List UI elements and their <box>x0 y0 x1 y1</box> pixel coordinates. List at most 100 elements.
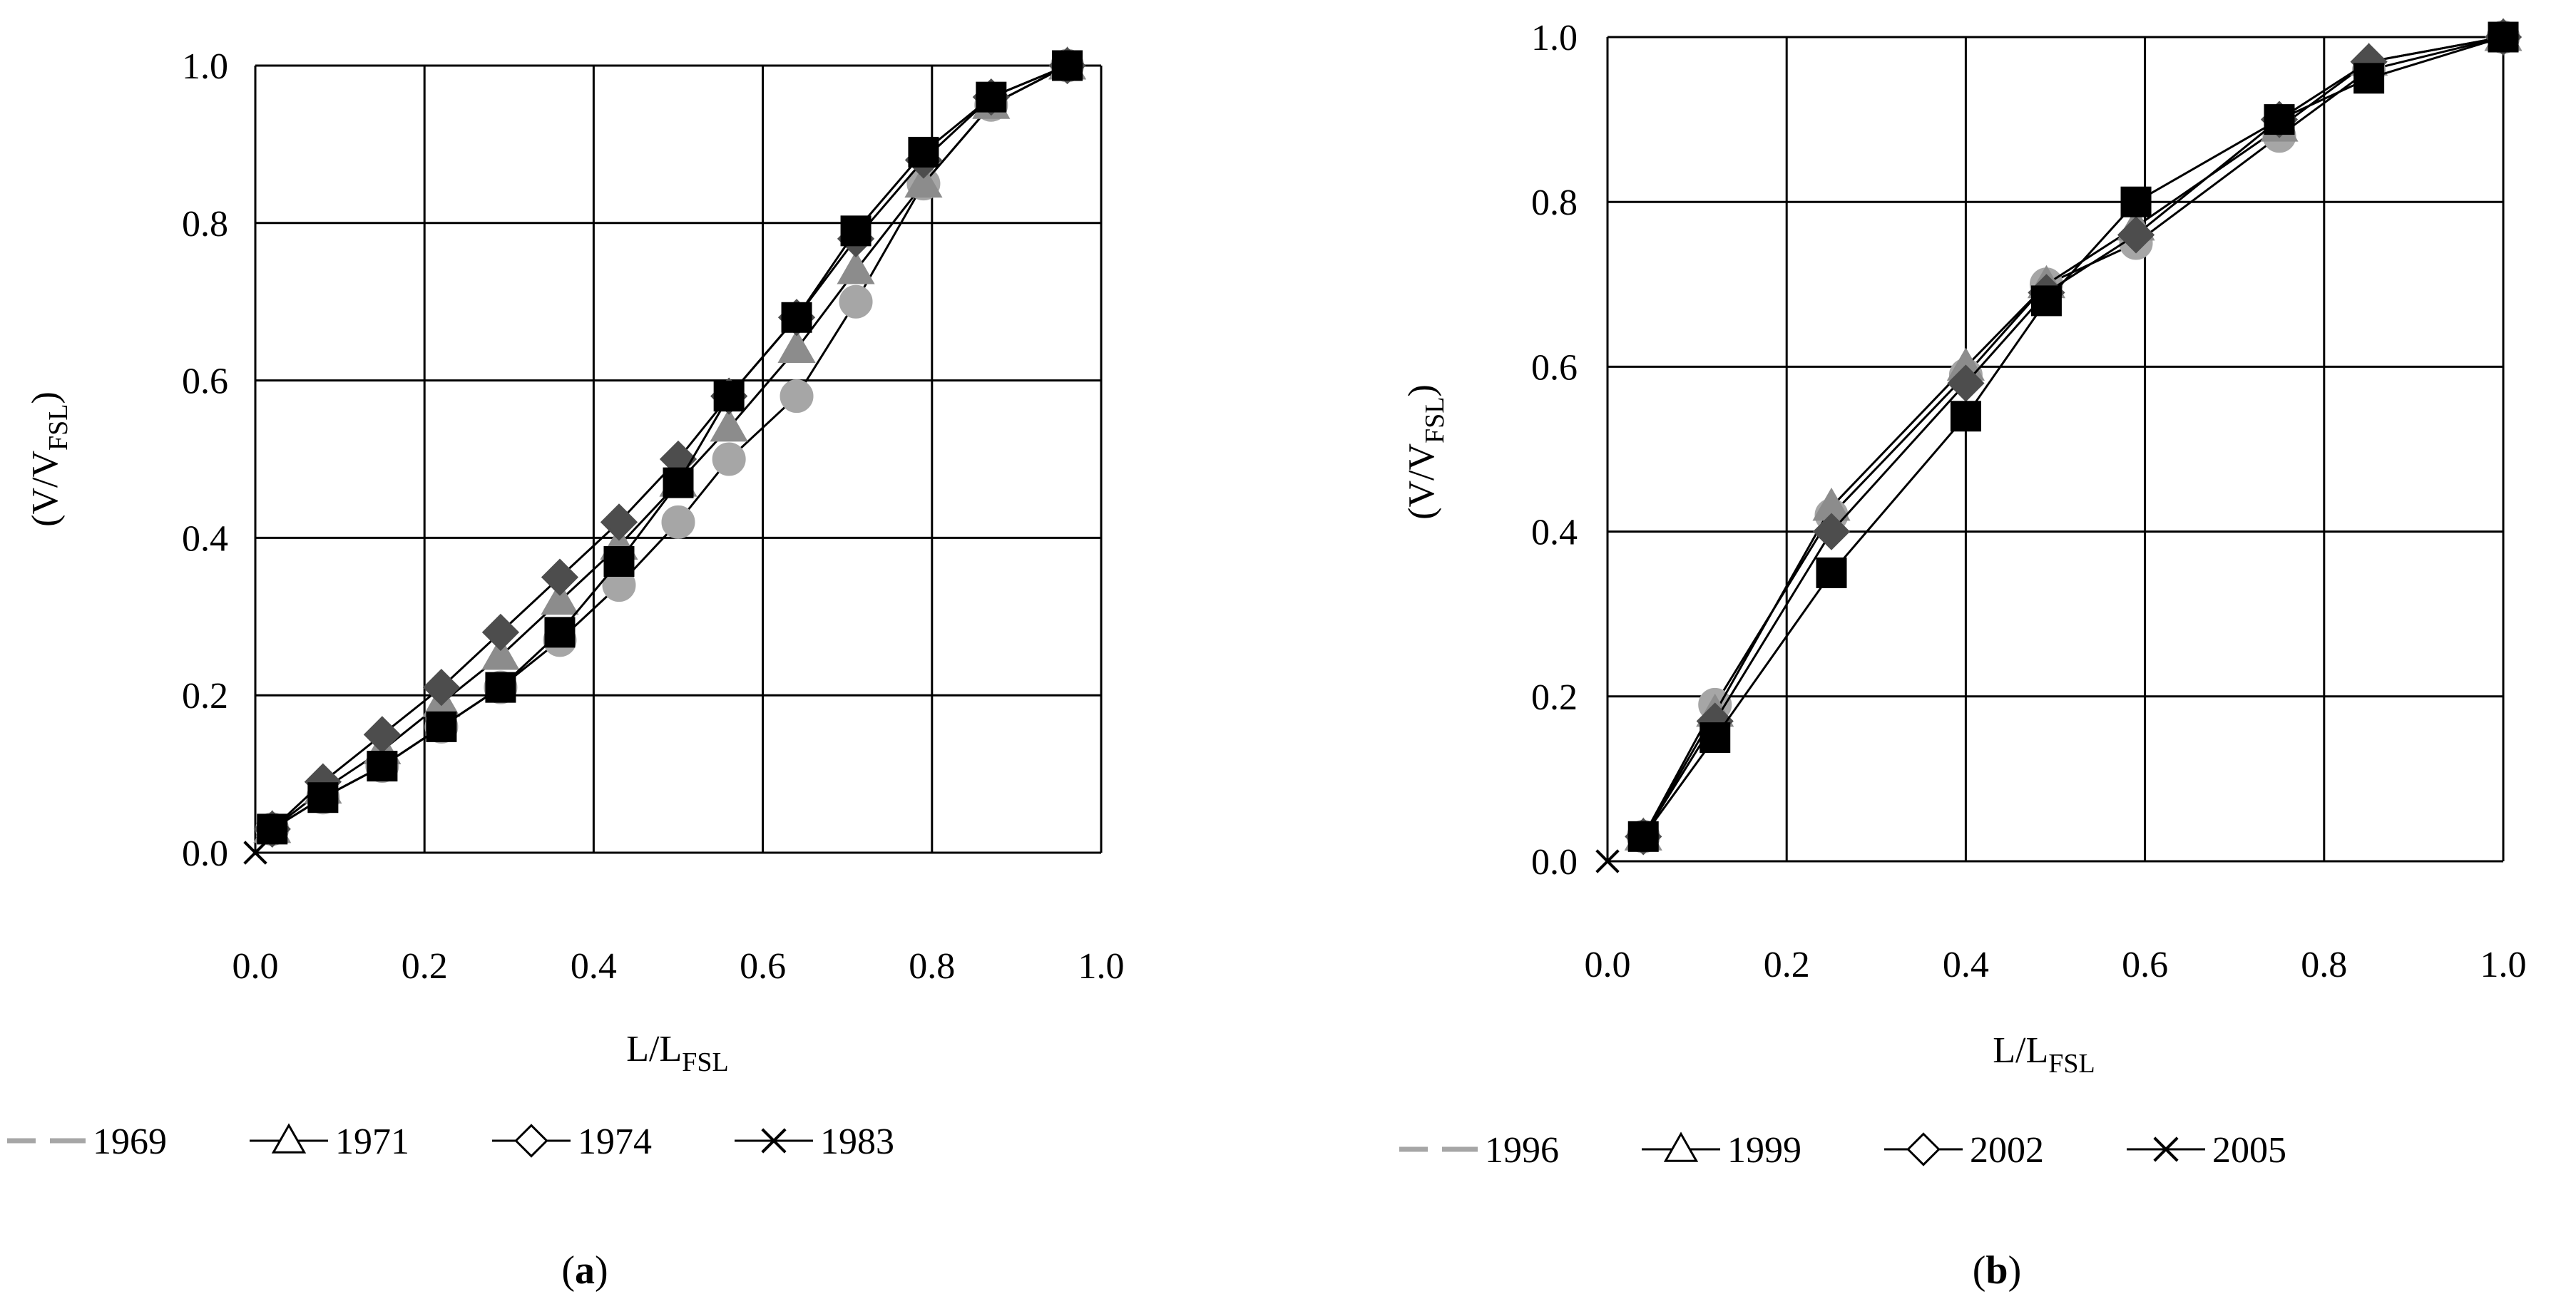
data-point <box>2264 104 2295 135</box>
chart-panel-a: 0.0 0.2 0.4 0.6 0.8 1.0 0.0 0.2 0.4 0.6 0.8 1.0 L/LF… <box>7 46 1125 1293</box>
data-point <box>781 302 812 333</box>
x-tick-label: 0.4 <box>571 946 617 987</box>
series-2005 <box>1627 21 2519 852</box>
data-point <box>904 164 943 198</box>
legend-marker <box>271 1123 307 1154</box>
data-point <box>485 672 516 703</box>
data-point <box>1947 364 1985 402</box>
data-point <box>837 251 875 284</box>
y-tick-label: 0.2 <box>1531 677 1578 718</box>
x-tick-label: 0.8 <box>909 946 955 987</box>
x-tick-label: 0.2 <box>1764 945 1810 985</box>
series-line <box>1642 36 2504 838</box>
series-line <box>1642 36 2504 838</box>
data-point <box>1950 401 1981 432</box>
series-line <box>271 64 1068 831</box>
origin-marker <box>243 841 267 865</box>
y-tick-label: 0.6 <box>182 361 228 402</box>
y-tick-label: 0.6 <box>1531 347 1578 388</box>
x-axis-title: L/LFSL <box>626 1029 728 1077</box>
data-point <box>710 408 748 442</box>
panel-label: (a) <box>561 1248 608 1293</box>
data-point <box>1812 513 1851 550</box>
data-point <box>603 546 635 578</box>
y-tick-label: 0.4 <box>1531 513 1578 553</box>
series-line <box>1642 36 2504 838</box>
data-point <box>1700 722 1731 754</box>
x-tick-label: 0.0 <box>232 946 279 987</box>
data-point <box>777 329 816 363</box>
data-point <box>426 711 457 742</box>
y-tick-label: 1.0 <box>182 46 228 87</box>
data-point <box>712 442 746 476</box>
x-tick-label: 1.0 <box>1078 946 1125 987</box>
y-axis-title: (V/VFSL) <box>25 391 73 527</box>
legend: 1996 1999 2002 2005 <box>1399 1130 2286 1171</box>
legend-item: 1971 <box>250 1121 409 1162</box>
data-point <box>600 503 638 541</box>
data-point <box>1052 50 1083 81</box>
y-tick-label: 1.0 <box>1531 18 1578 58</box>
legend-label: 1999 <box>1727 1130 1801 1171</box>
legend-label: 1983 <box>820 1121 894 1162</box>
data-point <box>363 716 402 754</box>
data-point <box>481 636 520 670</box>
x-tick-label: 0.6 <box>740 946 786 987</box>
data-point <box>661 505 695 539</box>
legend-item: 1983 <box>735 1121 894 1162</box>
data-point <box>780 379 814 414</box>
data-point <box>840 215 872 247</box>
legend-label: 2002 <box>1970 1130 2044 1171</box>
legend-label: 1969 <box>93 1121 167 1162</box>
panel-label: (b) <box>1973 1248 2021 1293</box>
x-tick-label: 0.4 <box>1943 945 1989 985</box>
legend-marker <box>2153 1136 2179 1162</box>
data-point <box>481 613 520 652</box>
x-tick-label: 0.8 <box>2301 945 2347 985</box>
chart-panel-b: 0.0 0.2 0.4 0.6 0.8 1.0 0.0 0.2 0.4 0.6 0.8 1.0 L/LF… <box>1399 17 2527 1293</box>
data-point <box>2353 63 2385 94</box>
series-1974 <box>253 46 1086 848</box>
series-line <box>271 64 1068 831</box>
series-line <box>271 64 1068 831</box>
data-point <box>541 581 579 615</box>
legend-item: 2005 <box>2127 1130 2286 1171</box>
legend-marker <box>1663 1131 1699 1162</box>
data-point <box>1816 557 1847 588</box>
data-point <box>2488 21 2519 53</box>
data-point <box>422 669 461 707</box>
x-tick-label: 0.0 <box>1585 945 1631 985</box>
data-point <box>2120 186 2152 217</box>
series-line <box>1642 36 2504 838</box>
data-point <box>839 284 873 319</box>
data-point <box>307 782 339 813</box>
data-point <box>2030 285 2062 317</box>
legend-marker <box>1906 1132 1941 1166</box>
series-line <box>271 64 1068 830</box>
legend-marker <box>761 1128 787 1154</box>
y-axis-title: (V/VFSL) <box>1401 384 1450 520</box>
y-tick-label: 0.0 <box>1531 842 1578 883</box>
origin-marker <box>1595 849 1620 873</box>
legend-label: 1974 <box>578 1121 652 1162</box>
data-point <box>908 136 939 168</box>
y-tick-label: 0.4 <box>182 518 228 559</box>
legend-label: 1996 <box>1485 1130 1559 1171</box>
data-point <box>976 81 1007 113</box>
series-2002 <box>1625 18 2523 856</box>
x-tick-label: 1.0 <box>2480 945 2527 985</box>
series-1983 <box>257 50 1083 845</box>
legend-item: 1969 <box>7 1121 167 1162</box>
y-tick-label: 0.0 <box>182 833 228 874</box>
legend-label: 2005 <box>2212 1130 2286 1171</box>
y-tick-label: 0.2 <box>182 676 228 717</box>
data-point <box>713 381 745 412</box>
data-point <box>544 617 576 648</box>
legend-item: 1999 <box>1642 1130 1801 1171</box>
legend-marker <box>514 1124 548 1158</box>
y-tick-label: 0.8 <box>182 204 228 245</box>
gridlines <box>1606 36 2505 863</box>
legend: 1969 1971 1974 1983 <box>7 1121 894 1162</box>
y-tick-label: 0.8 <box>1531 183 1578 223</box>
